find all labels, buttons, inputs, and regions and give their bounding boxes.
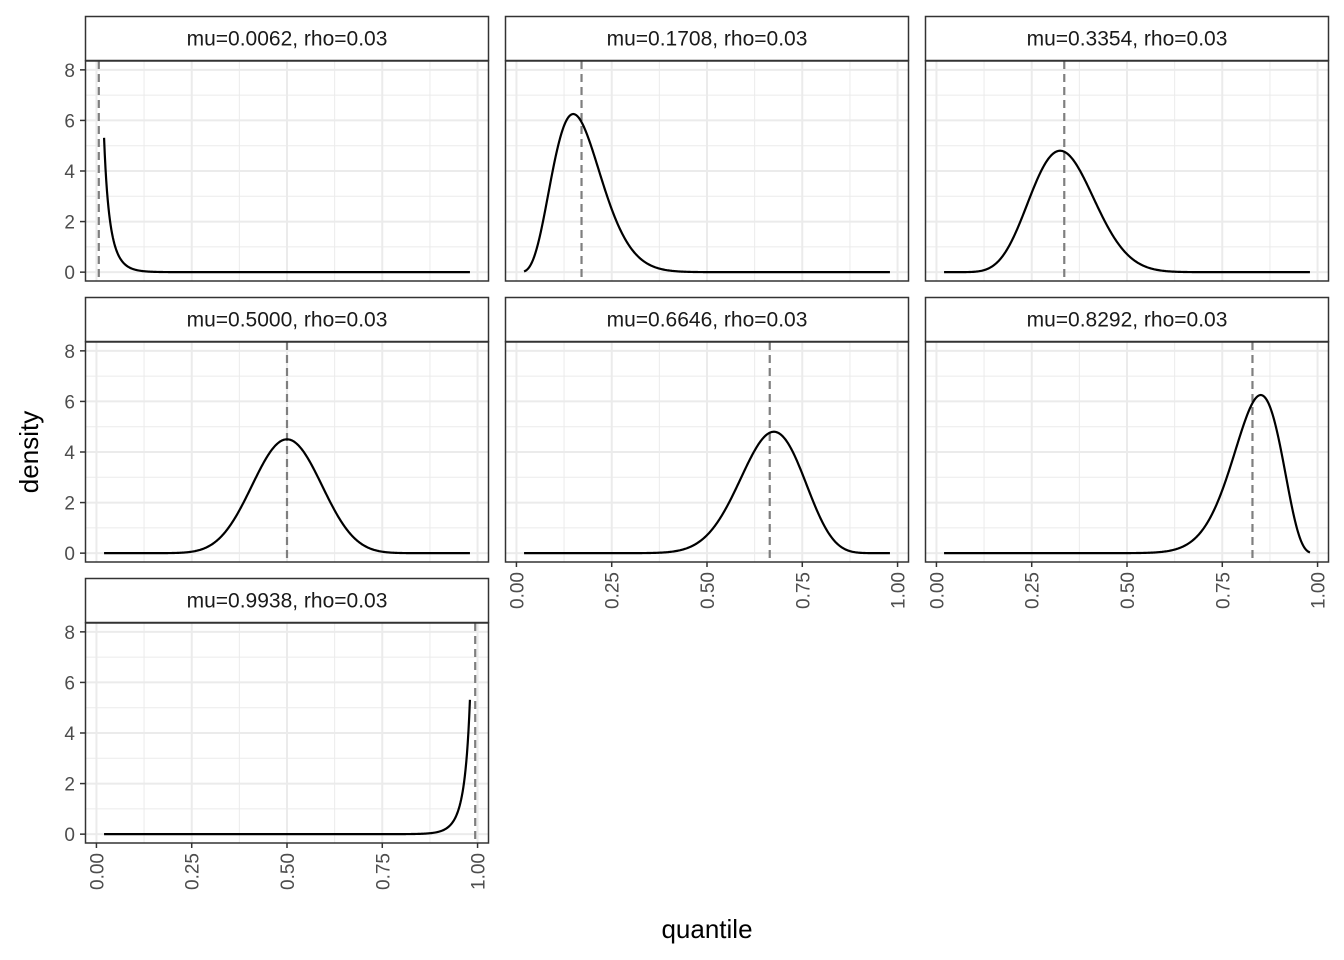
facet-panel: mu=0.0062, rho=0.03 0 2 4 6 8 xyxy=(64,15,490,284)
density-curve xyxy=(523,112,890,274)
x-tick-label: 0.75 xyxy=(793,572,814,609)
facet-strip xyxy=(504,296,910,343)
x-tick-label: 0.25 xyxy=(183,853,204,890)
y-tick-label: 6 xyxy=(64,111,75,132)
y-tick-label: 2 xyxy=(64,775,75,796)
y-tick-label: 0 xyxy=(64,544,75,565)
facet-panel: mu=0.9938, rho=0.03 0 2 4 6 8 0.00 0.25 0.50 0.75… xyxy=(64,577,490,890)
y-tick-label: 4 xyxy=(64,724,75,745)
x-tick-label: 0.25 xyxy=(1023,572,1044,609)
y-tick-label: 4 xyxy=(64,443,75,464)
y-tick-label: 0 xyxy=(64,825,75,846)
x-tick-label: 0.75 xyxy=(373,853,394,890)
facet-strip xyxy=(84,577,490,624)
x-tick-label: 0.00 xyxy=(87,853,108,890)
density-curve xyxy=(104,699,472,836)
y-tick-label: 4 xyxy=(64,162,75,183)
y-tick-label: 6 xyxy=(64,392,75,413)
density-curve xyxy=(524,430,890,555)
facet-strip-label: mu=0.0062, rho=0.03 xyxy=(187,28,388,51)
y-axis-title: density xyxy=(14,411,44,493)
facet-panels: mu=0.0062, rho=0.03 0 2 4 6 8 mu=0.1708, rho=0… xyxy=(64,15,1330,890)
density-curve xyxy=(944,393,1311,555)
facet-strip-label: mu=0.6646, rho=0.03 xyxy=(607,309,808,332)
density-curve xyxy=(104,438,470,555)
facet-strip xyxy=(84,15,490,62)
facet-panel: mu=0.6646, rho=0.03 0.00 0.25 0.50 0.75 1.00 xyxy=(504,296,910,609)
facet-panel: mu=0.1708, rho=0.03 xyxy=(504,15,910,282)
y-tick-label: 6 xyxy=(64,673,75,694)
density-curve xyxy=(944,149,1310,274)
y-tick-label: 8 xyxy=(64,61,75,82)
y-tick-label: 2 xyxy=(64,494,75,515)
density-curve xyxy=(102,137,470,274)
x-tick-label: 0.50 xyxy=(278,853,299,890)
facet-strip-label: mu=0.9938, rho=0.03 xyxy=(187,590,388,613)
facet-panel: mu=0.5000, rho=0.03 0 2 4 6 8 xyxy=(64,296,490,565)
facet-strip-label: mu=0.8292, rho=0.03 xyxy=(1027,309,1228,332)
x-tick-label: 0.50 xyxy=(698,572,719,609)
facet-panel: mu=0.3354, rho=0.03 xyxy=(924,15,1330,282)
x-tick-label: 0.25 xyxy=(603,572,624,609)
y-tick-label: 0 xyxy=(64,263,75,284)
x-tick-label: 0.50 xyxy=(1118,572,1139,609)
facet-strip xyxy=(924,15,1330,62)
y-tick-label: 8 xyxy=(64,342,75,363)
facet-strip-label: mu=0.1708, rho=0.03 xyxy=(607,28,808,51)
y-tick-label: 8 xyxy=(64,623,75,644)
x-tick-label: 0.75 xyxy=(1213,572,1234,609)
x-tick-label: 1.00 xyxy=(889,572,910,609)
x-tick-label: 0.00 xyxy=(507,572,528,609)
x-tick-label: 1.00 xyxy=(469,853,490,890)
x-tick-label: 0.00 xyxy=(927,572,948,609)
facet-strip-label: mu=0.3354, rho=0.03 xyxy=(1027,28,1228,51)
facet-strip xyxy=(504,15,910,62)
y-tick-label: 2 xyxy=(64,213,75,234)
facet-panel: mu=0.8292, rho=0.03 0.00 0.25 0.50 0.75 1.00 xyxy=(924,296,1330,609)
x-axis-title: quantile xyxy=(661,914,752,944)
facet-strip-label: mu=0.5000, rho=0.03 xyxy=(187,309,388,332)
x-tick-label: 1.00 xyxy=(1309,572,1330,609)
facet-strip xyxy=(84,296,490,343)
facet-strip xyxy=(924,296,1330,343)
